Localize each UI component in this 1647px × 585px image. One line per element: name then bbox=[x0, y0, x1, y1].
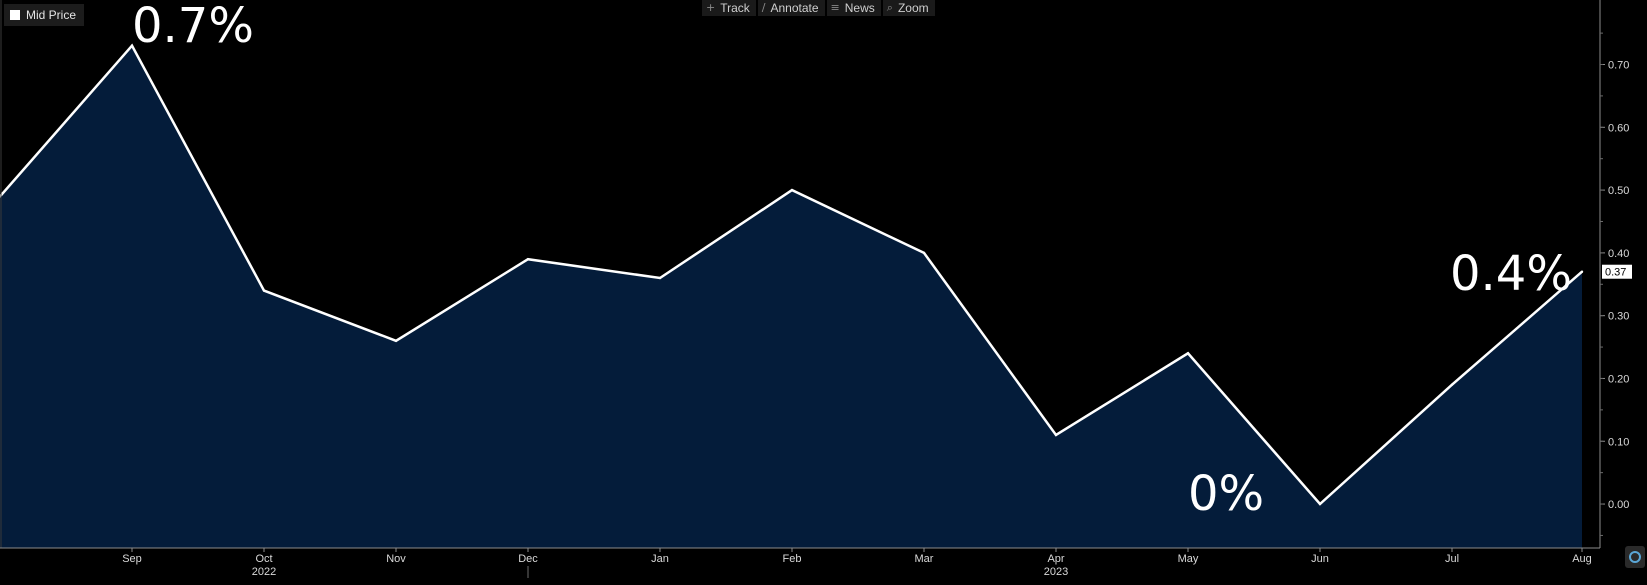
y-tick-label: 0.60 bbox=[1608, 122, 1629, 134]
annotate-button[interactable]: ∕ Annotate bbox=[757, 0, 825, 16]
last-value-label: 0.37 bbox=[1605, 267, 1626, 279]
data-point bbox=[130, 44, 134, 47]
chart-toolbar: + Track ∕ Annotate ≡ News ⌕ Zoom bbox=[702, 0, 935, 16]
data-point bbox=[922, 251, 926, 255]
x-tick-label: Apr bbox=[1047, 553, 1064, 565]
magnifier-icon: ⌕ bbox=[886, 1, 893, 14]
y-tick-label: 0.00 bbox=[1608, 499, 1629, 511]
data-point bbox=[262, 289, 266, 292]
crosshair-icon: + bbox=[706, 1, 716, 14]
data-point bbox=[1580, 270, 1584, 273]
x-tick-label: Feb bbox=[783, 553, 802, 565]
data-point bbox=[658, 276, 662, 280]
news-label: News bbox=[844, 1, 875, 15]
annotation-label: 0.4% bbox=[1450, 246, 1572, 302]
legend-label: Mid Price bbox=[26, 8, 77, 22]
x-tick-label: Mar bbox=[915, 553, 934, 565]
y-tick-label: 0.50 bbox=[1608, 185, 1629, 197]
x-tick-label: Sep bbox=[122, 553, 142, 565]
data-point bbox=[1450, 383, 1454, 386]
x-year-label: 2022 bbox=[252, 566, 276, 578]
x-tick-label: Jul bbox=[1445, 553, 1459, 565]
x-year-label: 2023 bbox=[1044, 566, 1068, 578]
y-tick-label: 0.30 bbox=[1608, 311, 1629, 323]
data-point bbox=[1186, 352, 1190, 355]
y-tick-label: 0.40 bbox=[1608, 248, 1629, 260]
x-tick-label: Nov bbox=[386, 553, 406, 565]
zoom-label: Zoom bbox=[897, 1, 929, 15]
data-point bbox=[394, 339, 398, 342]
y-tick-label: 0.70 bbox=[1608, 60, 1629, 72]
data-point bbox=[1054, 433, 1058, 437]
y-tick-label: 0.10 bbox=[1608, 436, 1629, 448]
news-button[interactable]: ≡ News bbox=[826, 0, 881, 16]
pencil-icon: ∕ bbox=[761, 1, 766, 14]
annotation-label: 0% bbox=[1188, 466, 1264, 522]
x-tick-label: Jan bbox=[651, 553, 669, 565]
x-tick-label: Oct bbox=[255, 553, 272, 565]
x-tick-label: May bbox=[1178, 553, 1199, 565]
last-value-badge bbox=[1602, 264, 1632, 279]
circle-icon bbox=[1629, 551, 1641, 563]
list-icon: ≡ bbox=[830, 1, 840, 14]
data-point bbox=[526, 258, 530, 261]
zoom-button[interactable]: ⌕ Zoom bbox=[882, 0, 935, 16]
legend[interactable]: Mid Price bbox=[4, 4, 85, 26]
track-button[interactable]: + Track bbox=[702, 0, 756, 16]
annotate-label: Annotate bbox=[770, 1, 819, 15]
legend-swatch bbox=[10, 10, 20, 20]
y-tick-label: 0.20 bbox=[1608, 373, 1629, 385]
x-tick-label: Aug bbox=[1572, 553, 1592, 565]
data-point bbox=[790, 188, 794, 192]
series-area bbox=[0, 45, 1582, 548]
annotation-label: 0.7% bbox=[132, 0, 254, 54]
track-label: Track bbox=[720, 1, 750, 15]
x-tick-label: Jun bbox=[1311, 553, 1329, 565]
chart-scroll-button[interactable] bbox=[1625, 546, 1645, 568]
x-tick-label: Dec bbox=[518, 553, 538, 565]
data-point bbox=[1318, 502, 1322, 506]
